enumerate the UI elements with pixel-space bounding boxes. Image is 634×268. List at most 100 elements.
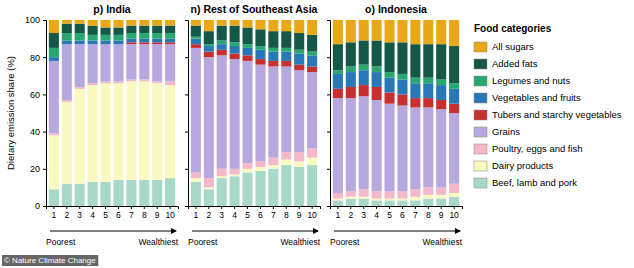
bar-segment: [49, 57, 59, 61]
bar-segment: [191, 182, 201, 206]
bar-segment: [217, 20, 227, 26]
bar-segment: [62, 44, 72, 100]
legend-label: Dairy products: [492, 160, 553, 171]
legend-swatch: [474, 59, 487, 69]
tick-label: 3: [219, 210, 224, 220]
x-tick: 1: [52, 206, 57, 220]
tick-mark: [43, 57, 46, 58]
bar-segment: [281, 31, 291, 48]
bar-segment: [436, 44, 446, 79]
tick-mark: [327, 94, 330, 95]
bar-segment: [243, 55, 253, 61]
bar-segment: [281, 61, 291, 67]
bar-segment: [113, 40, 123, 44]
y-tick: 60: [30, 90, 46, 100]
tick-label: 5: [103, 210, 108, 220]
x-tick: 7: [129, 206, 134, 220]
bar-segment: [243, 173, 253, 206]
bar-segment: [62, 184, 72, 206]
bar-segment: [307, 148, 317, 157]
bar-segment: [230, 176, 240, 206]
bar-segment: [281, 52, 291, 61]
y-tick: [327, 169, 330, 170]
tick-mark: [43, 20, 46, 21]
bar-segment: [204, 187, 214, 189]
legend-swatch: [474, 76, 487, 86]
bar-segment: [307, 20, 317, 35]
bar-segment: [410, 189, 420, 196]
bar-segment: [49, 133, 59, 135]
annotation: Poorest: [188, 237, 218, 247]
y-axis: [327, 21, 331, 207]
bar-segment: [397, 42, 407, 74]
x-tick: 10: [165, 206, 175, 220]
bar-segment: [165, 42, 175, 44]
tick-label: 1: [336, 210, 341, 220]
tick-mark: [454, 206, 455, 209]
y-tick: [327, 206, 330, 207]
legend-swatch: [474, 110, 487, 120]
tick-label: 4: [90, 210, 95, 220]
legend-label: Legumes and nuts: [492, 75, 570, 86]
bar-segment: [410, 78, 420, 84]
tick-mark: [131, 206, 132, 209]
bar-segment: [243, 48, 253, 55]
bar-segment: [307, 52, 317, 56]
bar-segment: [152, 42, 162, 44]
bar-segment: [165, 20, 175, 26]
tick-mark: [185, 57, 188, 58]
bar-segment: [449, 46, 459, 83]
bar-segment: [307, 35, 317, 52]
bar-segment: [243, 61, 253, 163]
tick-mark: [185, 206, 188, 207]
tick-label: 100: [25, 15, 40, 25]
y-axis: [185, 21, 189, 207]
bar-segment: [152, 20, 162, 26]
tick-mark: [170, 206, 171, 209]
bar-segment: [359, 189, 369, 196]
bar-segment: [423, 187, 433, 194]
y-tick: 80: [30, 53, 46, 63]
tick-label: 9: [155, 210, 160, 220]
bar-segment: [75, 40, 85, 44]
series: [49, 20, 175, 33]
legend-label: Beef, lamb and pork: [492, 177, 577, 188]
tick-label: 6: [116, 210, 121, 220]
bar-segment: [75, 24, 85, 33]
bar-segment: [449, 89, 459, 104]
series: [191, 48, 317, 178]
series: [49, 39, 175, 61]
legend-label: Vegetables and fruits: [492, 92, 581, 103]
wealth-arrow: [334, 231, 460, 232]
tick-label: 7: [271, 210, 276, 220]
bar-segment: [101, 35, 111, 41]
bar-segment: [268, 169, 278, 206]
legend-swatch: [474, 127, 487, 137]
bar-segment: [423, 20, 433, 44]
legend-swatch: [474, 42, 487, 52]
bar-segment: [346, 20, 356, 42]
tick-label: 4: [232, 210, 237, 220]
tick-label: 1: [194, 210, 199, 220]
tick-label: 10: [165, 210, 175, 220]
x-axis: 12345678910: [331, 206, 463, 220]
tick-mark: [327, 57, 330, 58]
y-axis: 020406080100: [25, 15, 47, 211]
x-tick: 2: [64, 206, 69, 220]
tick-label: 2: [348, 210, 353, 220]
tick-mark: [441, 206, 442, 209]
bar-segment: [449, 104, 459, 113]
legend-item: Beef, lamb and pork: [474, 177, 577, 188]
legend-label: Grains: [492, 126, 520, 137]
tick-mark: [337, 206, 338, 209]
bar-segment: [346, 197, 356, 199]
bar-segment: [372, 100, 382, 191]
y-tick: [327, 57, 330, 58]
bar-segment: [126, 33, 136, 39]
bar-segment: [359, 70, 369, 85]
bar-segment: [191, 39, 201, 45]
legend-item: Poultry, eggs and fish: [474, 143, 583, 154]
bar-segment: [75, 20, 85, 24]
y-tick: [327, 20, 330, 21]
x-tick: 1: [336, 206, 341, 220]
